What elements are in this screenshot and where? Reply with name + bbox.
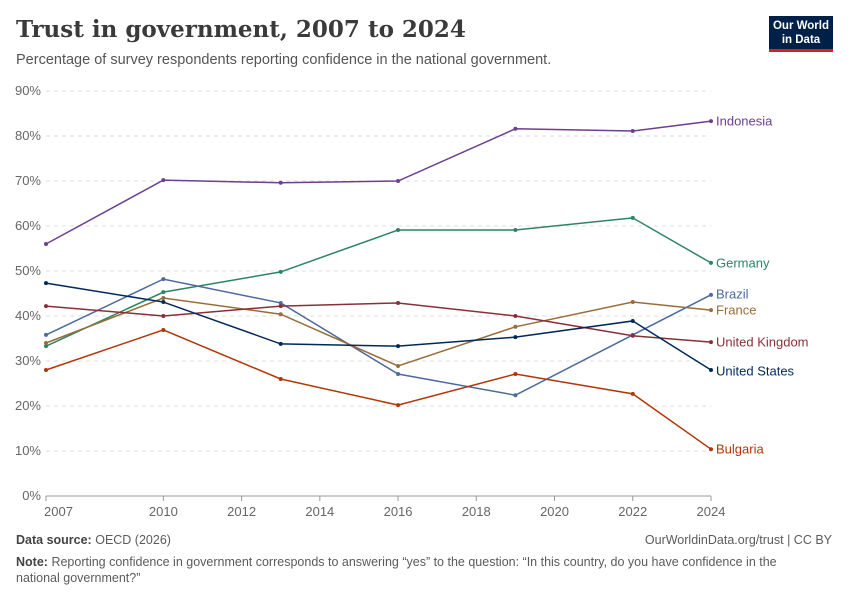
y-tick-label: 40% [15, 308, 41, 323]
data-point [513, 335, 518, 340]
data-point [396, 403, 401, 408]
data-point [278, 300, 283, 305]
data-point [44, 242, 48, 246]
x-tick-label: 2018 [462, 504, 491, 519]
data-point [513, 393, 518, 398]
data-point [161, 314, 166, 318]
series-label: Brazil [716, 287, 749, 302]
data-point [513, 324, 518, 329]
data-point [44, 304, 48, 309]
x-tick-label: 2010 [149, 504, 178, 519]
data-point [709, 260, 713, 265]
y-tick-label: 10% [15, 443, 41, 458]
data-point [513, 314, 518, 318]
data-point [278, 304, 283, 309]
y-tick-label: 50% [15, 263, 41, 278]
data-point [630, 129, 635, 134]
y-tick-label: 20% [15, 398, 41, 413]
y-tick-label: 60% [15, 218, 41, 233]
series-label: Germany [716, 256, 770, 271]
data-point [278, 180, 283, 185]
data-point [44, 281, 48, 286]
series-label: United Kingdom [716, 335, 809, 350]
data-point [630, 333, 635, 338]
data-point [630, 300, 635, 305]
series-label: Indonesia [716, 114, 773, 129]
y-tick-label: 0% [22, 488, 41, 503]
x-tick-label: 2022 [618, 504, 647, 519]
data-source: Data source: OECD (2026) [16, 533, 171, 547]
data-point [513, 228, 518, 233]
chart-title: Trust in government, 2007 to 2024 [16, 16, 466, 43]
data-point [396, 228, 401, 233]
data-point [396, 344, 401, 349]
note: Note: Reporting confidence in government… [16, 555, 777, 585]
data-point [161, 290, 166, 295]
data-point [44, 341, 48, 345]
y-tick-label: 80% [15, 128, 41, 143]
y-tick-label: 70% [15, 173, 41, 188]
data-point [44, 332, 48, 337]
data-point [44, 368, 48, 372]
data-point [630, 318, 635, 323]
series-line-brazil [45, 278, 712, 396]
data-point [396, 372, 401, 377]
data-point [161, 327, 166, 332]
owid-logo[interactable]: Our World in Data [769, 16, 833, 52]
x-tick-label: 2024 [697, 504, 726, 519]
data-point [709, 340, 713, 345]
series-line-germany [45, 217, 712, 347]
data-point [278, 341, 283, 346]
x-tick-label: 2020 [540, 504, 569, 519]
data-point [396, 363, 401, 368]
x-tick-label: 2014 [305, 504, 334, 519]
chart-subtitle: Percentage of survey respondents reporti… [16, 52, 552, 68]
data-point [44, 344, 48, 349]
data-point [396, 179, 401, 183]
x-tick-label: 2012 [227, 504, 256, 519]
x-tick-label: 2016 [384, 504, 413, 519]
y-tick-label: 30% [15, 353, 41, 368]
data-point [513, 126, 518, 131]
data-point [278, 269, 283, 274]
data-point [709, 308, 713, 313]
series-label: United States [716, 364, 795, 379]
data-point [630, 215, 635, 220]
data-point [278, 377, 283, 381]
data-point [161, 178, 166, 183]
data-point [709, 368, 713, 372]
data-point [630, 391, 635, 396]
data-point [513, 372, 518, 377]
series-label: France [716, 303, 756, 318]
series-label: Bulgaria [716, 442, 764, 457]
y-tick-label: 90% [15, 83, 41, 98]
data-point [278, 312, 283, 317]
series-line-bulgaria [45, 329, 712, 450]
data-point [709, 119, 713, 124]
data-point [161, 277, 166, 282]
x-tick-label: 2007 [44, 504, 73, 519]
data-point [161, 296, 166, 300]
data-point [709, 447, 713, 452]
data-point [709, 292, 713, 297]
data-point [396, 300, 401, 305]
source-link[interactable]: OurWorldinData.org/trust | CC BY [644, 533, 832, 547]
data-point [161, 300, 166, 305]
